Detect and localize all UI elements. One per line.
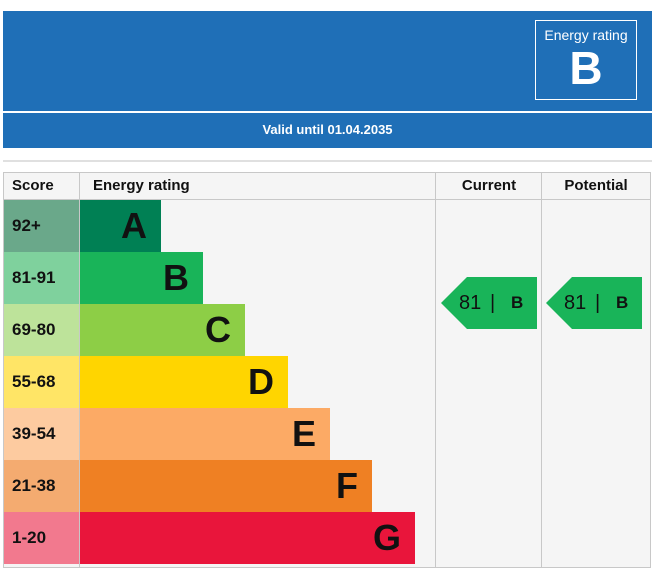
band-letter: E <box>291 413 316 454</box>
band-letter: A <box>121 205 147 246</box>
band-score: 69-80 <box>4 304 79 356</box>
column-divider <box>435 173 436 567</box>
rating-summary-box: Energy rating B <box>535 20 637 100</box>
band-score: 39-54 <box>4 408 79 460</box>
column-divider <box>541 173 542 567</box>
band-letter: G <box>372 517 401 558</box>
header-divider <box>4 199 650 200</box>
rating-summary-letter: B <box>569 42 603 94</box>
band-bar: F <box>80 460 372 512</box>
band-score: 92+ <box>4 200 79 252</box>
divider <box>3 160 652 162</box>
current-score: 81 <box>459 292 482 314</box>
band-letter: F <box>336 465 358 506</box>
band-score: 81-91 <box>4 252 79 304</box>
band-score: 55-68 <box>4 356 79 408</box>
band-score: 1-20 <box>4 512 79 564</box>
potential-letter: B <box>616 293 629 312</box>
potential-score: 81 <box>564 292 587 314</box>
band-letter: C <box>205 309 231 350</box>
column-divider <box>79 173 80 567</box>
band-bar: G <box>80 512 415 564</box>
column-header-score: Score <box>12 177 54 194</box>
band-letter: D <box>248 361 274 402</box>
column-header-energy-rating: Energy rating <box>93 177 190 194</box>
current-letter: B <box>511 293 524 312</box>
current-separator: | <box>490 292 496 314</box>
band-bar: C <box>80 304 245 356</box>
band-score: 21-38 <box>4 460 79 512</box>
band-bar: B <box>80 252 203 304</box>
rating-header: Energy rating B <box>3 11 652 111</box>
rating-summary-title: Energy rating <box>544 27 628 43</box>
arrow-shape <box>546 277 642 329</box>
band-letter: B <box>163 257 189 298</box>
potential-separator: | <box>595 292 601 314</box>
current-rating-arrow: 81 | B <box>441 277 537 329</box>
column-header-current: Current <box>461 177 517 194</box>
potential-rating-arrow: 81 | B <box>546 277 642 329</box>
energy-rating-table: Score Energy rating Current Potential 92… <box>3 172 651 568</box>
column-header-potential: Potential <box>564 177 628 194</box>
band-bar: A <box>80 200 161 252</box>
band-bar: E <box>80 408 330 460</box>
arrow-shape <box>441 277 537 329</box>
band-bar: D <box>80 356 288 408</box>
valid-until-banner: Valid until 01.04.2035 <box>3 113 652 148</box>
